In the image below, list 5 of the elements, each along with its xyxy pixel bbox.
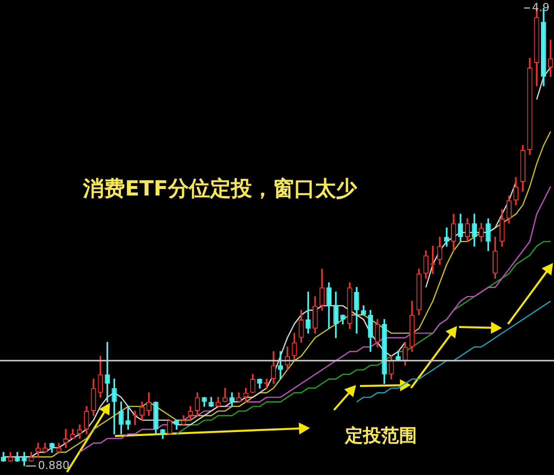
annotation: 消费ETF分位定投，窗口太少 — [82, 176, 358, 200]
annotation: 定投范围 — [344, 426, 417, 447]
candlestick — [278, 351, 284, 380]
annotation: 4.9 — [532, 0, 550, 14]
annotation: 0.880 — [38, 458, 70, 472]
